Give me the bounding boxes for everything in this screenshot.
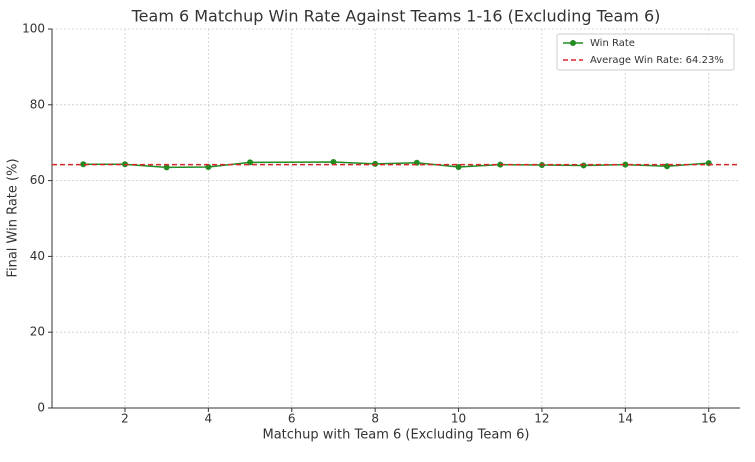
marker (580, 162, 587, 169)
y-axis-label: Final Win Rate (%) (6, 158, 21, 277)
marker (80, 161, 87, 168)
y-tick-label: 80 (30, 97, 45, 111)
chart-title: Team 6 Matchup Win Rate Against Teams 1-… (131, 7, 661, 26)
x-tick-label: 4 (205, 412, 213, 426)
x-tick-label: 12 (534, 412, 549, 426)
y-tick-label: 20 (30, 325, 45, 339)
marker (622, 161, 629, 168)
x-tick-label: 14 (618, 412, 633, 426)
x-axis-label: Matchup with Team 6 (Excluding Team 6) (263, 428, 530, 443)
y-tick-label: 0 (37, 401, 45, 415)
legend-box (556, 33, 735, 71)
y-tick-label: 40 (30, 249, 45, 263)
x-tick-label: 8 (371, 412, 379, 426)
y-tick-label: 100 (22, 22, 45, 36)
y-tick-label: 60 (30, 173, 45, 187)
legend-marker (570, 40, 576, 46)
x-tick-label: 2 (121, 412, 129, 426)
axes-frame (51, 29, 740, 409)
x-tick-label: 16 (701, 412, 716, 426)
marker (455, 163, 462, 170)
marker (205, 163, 212, 170)
legend-label: Win Rate (590, 38, 635, 49)
x-tick-label: 6 (288, 412, 296, 426)
legend-label: Average Win Rate: 64.23% (590, 55, 724, 66)
marker (330, 159, 337, 166)
x-tick-label: 10 (451, 412, 466, 426)
marker (163, 164, 170, 171)
